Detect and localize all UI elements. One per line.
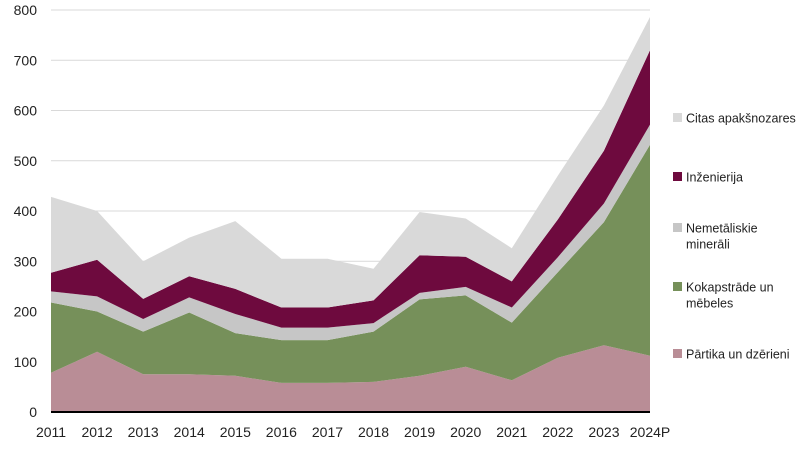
x-tick-label-2014: 2014 xyxy=(174,424,205,440)
x-tick-label-2024P: 2024P xyxy=(630,424,670,440)
y-tick-label-200: 200 xyxy=(14,304,38,320)
legend-swatch-3 xyxy=(673,172,682,181)
legend-swatch-1 xyxy=(673,282,682,291)
x-tick-label-2015: 2015 xyxy=(220,424,251,440)
y-tick-label-100: 100 xyxy=(14,354,38,370)
x-tick-label-2021: 2021 xyxy=(496,424,527,440)
y-tick-label-600: 600 xyxy=(14,103,38,119)
legend-label-1: Kokapstrāde un mēbeles xyxy=(686,281,774,311)
legend-label-4: Citas apakšnozares xyxy=(686,112,796,126)
legend-label-2: Nemetāliskie minerāli xyxy=(686,222,758,252)
legend-label-0: Pārtika un dzērieni xyxy=(686,348,790,362)
area-series-0 xyxy=(51,345,650,412)
x-tick-label-2023: 2023 xyxy=(588,424,619,440)
x-tick-label-2011: 2011 xyxy=(36,424,66,440)
y-tick-label-700: 700 xyxy=(14,52,38,68)
legend-swatch-0 xyxy=(673,349,682,358)
x-tick-label-2020: 2020 xyxy=(450,424,481,440)
legend-swatch-2 xyxy=(673,223,682,232)
area-series-1 xyxy=(51,144,650,383)
area-series-4 xyxy=(51,17,650,308)
x-axis-ticks: 2011 2012 2013 2014 2015 2016 2017 2018 2019 2020… xyxy=(36,424,670,440)
legend: Citas apakšnozares Inženierija Nemetāliski… xyxy=(673,112,796,362)
y-axis-ticks: 0 100 200 300 400 500 600 700 800 xyxy=(14,2,38,420)
legend-swatch-4 xyxy=(673,113,682,122)
y-tick-label-800: 800 xyxy=(14,2,38,18)
x-tick-label-2022: 2022 xyxy=(542,424,573,440)
area-series-3 xyxy=(51,50,650,328)
area-series xyxy=(51,17,650,412)
y-tick-label-0: 0 xyxy=(29,404,37,420)
x-tick-label-2018: 2018 xyxy=(358,424,389,440)
y-tick-label-400: 400 xyxy=(14,203,38,219)
x-tick-label-2019: 2019 xyxy=(404,424,435,440)
x-tick-label-2012: 2012 xyxy=(81,424,112,440)
x-tick-label-2013: 2013 xyxy=(128,424,159,440)
x-tick-label-2017: 2017 xyxy=(312,424,343,440)
y-tick-label-500: 500 xyxy=(14,153,38,169)
x-tick-label-2016: 2016 xyxy=(266,424,297,440)
legend-label-3: Inženierija xyxy=(686,171,743,185)
y-tick-label-300: 300 xyxy=(14,253,38,269)
